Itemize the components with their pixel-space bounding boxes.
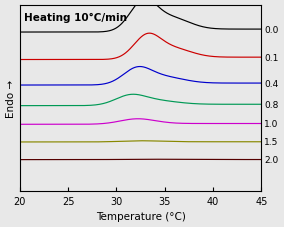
Text: 0.0: 0.0 xyxy=(264,25,279,35)
Text: 1.5: 1.5 xyxy=(264,138,279,147)
Text: 0.8: 0.8 xyxy=(264,100,279,109)
Text: 1.0: 1.0 xyxy=(264,119,279,128)
Text: Heating 10°C/min: Heating 10°C/min xyxy=(24,12,127,22)
Text: 0.4: 0.4 xyxy=(264,79,279,88)
Text: 2.0: 2.0 xyxy=(264,155,279,164)
X-axis label: Temperature (°C): Temperature (°C) xyxy=(96,212,185,222)
Text: 0.1: 0.1 xyxy=(264,53,279,62)
Y-axis label: Endo →: Endo → xyxy=(6,79,16,117)
